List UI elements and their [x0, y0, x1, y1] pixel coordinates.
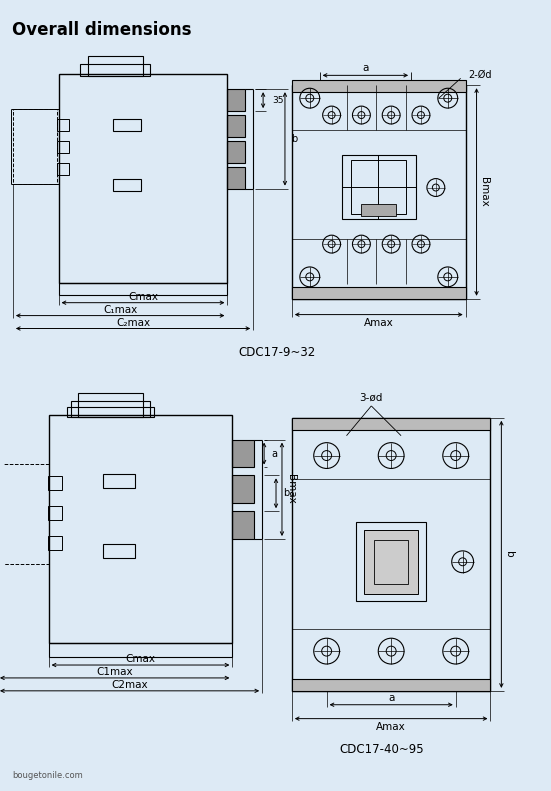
Bar [228, 141, 245, 163]
Bar [233, 511, 254, 539]
Text: Cmax: Cmax [128, 292, 158, 301]
Bar [292, 287, 466, 299]
Bar [58, 283, 228, 295]
Bar [364, 530, 418, 593]
Bar [292, 418, 490, 430]
Text: b: b [283, 488, 289, 498]
Text: Amax: Amax [364, 317, 393, 327]
Text: C₂max: C₂max [116, 317, 150, 327]
Bar [228, 167, 245, 188]
Bar [292, 85, 466, 299]
Bar [58, 74, 228, 283]
Text: CDC17-40~95: CDC17-40~95 [339, 743, 424, 756]
Bar [0, 464, 48, 564]
Bar [80, 64, 150, 77]
Bar [103, 475, 135, 488]
Bar [352, 160, 406, 214]
Bar [228, 89, 245, 111]
Bar [234, 486, 252, 492]
Text: b: b [504, 551, 514, 558]
Bar [229, 149, 243, 155]
Bar [228, 115, 245, 137]
Bar [57, 119, 68, 131]
Bar [229, 97, 243, 103]
Bar [233, 475, 254, 503]
Bar [361, 204, 396, 216]
Text: Bmax: Bmax [479, 177, 489, 207]
Text: C₁max: C₁max [103, 305, 137, 315]
Text: a: a [362, 63, 369, 74]
Bar [228, 167, 245, 188]
Bar [233, 440, 254, 467]
Text: C1max: C1max [96, 667, 133, 677]
Bar [374, 540, 408, 584]
Bar [356, 522, 426, 601]
Text: 3-ød: 3-ød [360, 393, 383, 403]
Bar [13, 109, 57, 184]
Bar [229, 175, 243, 180]
Text: Amax: Amax [376, 721, 406, 732]
Bar [48, 506, 62, 520]
Bar [67, 407, 154, 417]
Bar [364, 530, 418, 593]
Text: bougetonile.com: bougetonile.com [12, 770, 83, 780]
Bar [113, 179, 141, 191]
Text: a: a [271, 448, 277, 459]
Bar [342, 155, 416, 219]
Bar [113, 119, 141, 131]
Bar [71, 401, 150, 417]
Bar [234, 522, 252, 528]
Bar [233, 511, 254, 539]
Bar [233, 475, 254, 503]
Bar [88, 56, 143, 77]
Bar [228, 89, 245, 111]
Bar [103, 544, 135, 558]
Bar [48, 476, 62, 490]
Text: CDC17-9~32: CDC17-9~32 [239, 346, 316, 359]
Bar [48, 414, 233, 643]
Bar [233, 440, 254, 467]
Text: Bmax: Bmax [286, 475, 296, 504]
Text: b: b [291, 134, 297, 144]
Bar [57, 141, 68, 153]
Bar [228, 115, 245, 137]
Text: Overall dimensions: Overall dimensions [12, 21, 191, 39]
Bar [234, 451, 252, 456]
Bar [228, 141, 245, 163]
Text: C2max: C2max [111, 680, 148, 690]
Bar [48, 536, 62, 550]
Text: 35: 35 [272, 96, 284, 104]
Bar [78, 393, 143, 417]
Text: Cmax: Cmax [126, 654, 155, 664]
Text: a: a [388, 693, 395, 702]
Text: 2-Ød: 2-Ød [468, 70, 492, 79]
Bar [229, 123, 243, 129]
Bar [292, 418, 490, 691]
Bar [292, 679, 490, 691]
Bar [48, 643, 233, 657]
Bar [292, 81, 466, 93]
Bar [57, 163, 68, 175]
